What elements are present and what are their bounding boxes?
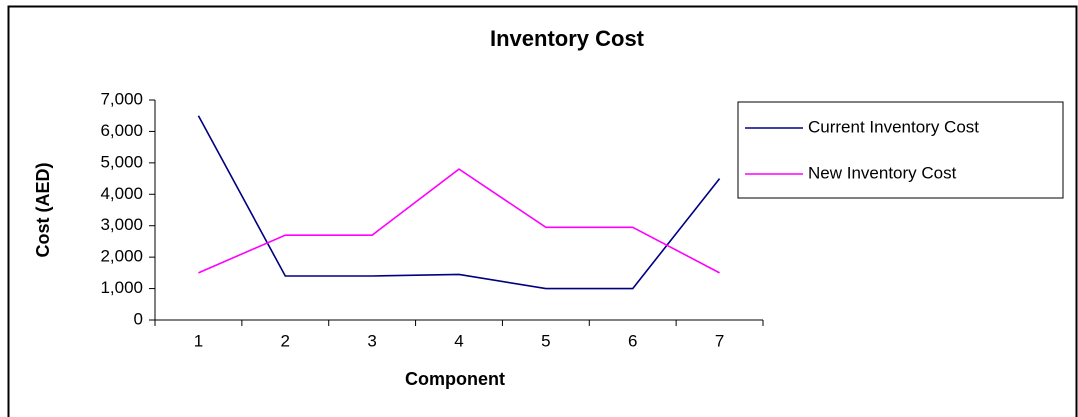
legend-label: Current Inventory Cost xyxy=(808,117,979,136)
x-tick-label: 4 xyxy=(454,331,463,350)
y-tick-label: 6,000 xyxy=(100,121,143,140)
x-tick-label: 7 xyxy=(715,331,724,350)
x-tick-label: 5 xyxy=(541,331,550,350)
series-line xyxy=(198,168,720,274)
legend-label: New Inventory Cost xyxy=(808,163,957,182)
y-tick-label: 5,000 xyxy=(100,152,143,171)
x-tick-label: 3 xyxy=(367,331,376,350)
y-tick-label: 0 xyxy=(134,309,143,328)
y-tick-label: 3,000 xyxy=(100,215,143,234)
y-tick-label: 1,000 xyxy=(100,278,143,297)
chart-title: Inventory Cost xyxy=(490,26,645,51)
x-tick-label: 2 xyxy=(281,331,290,350)
legend-box xyxy=(737,101,1064,199)
x-tick-label: 6 xyxy=(628,331,637,350)
x-axis-label: Component xyxy=(405,369,505,389)
y-axis-label: Cost (AED) xyxy=(33,163,53,258)
y-tick-label: 7,000 xyxy=(100,89,143,108)
chart-frame xyxy=(7,5,1078,417)
y-tick-label: 2,000 xyxy=(100,247,143,266)
y-tick-label: 4,000 xyxy=(100,184,143,203)
series-line xyxy=(197,115,721,290)
x-tick-label: 1 xyxy=(194,331,203,350)
